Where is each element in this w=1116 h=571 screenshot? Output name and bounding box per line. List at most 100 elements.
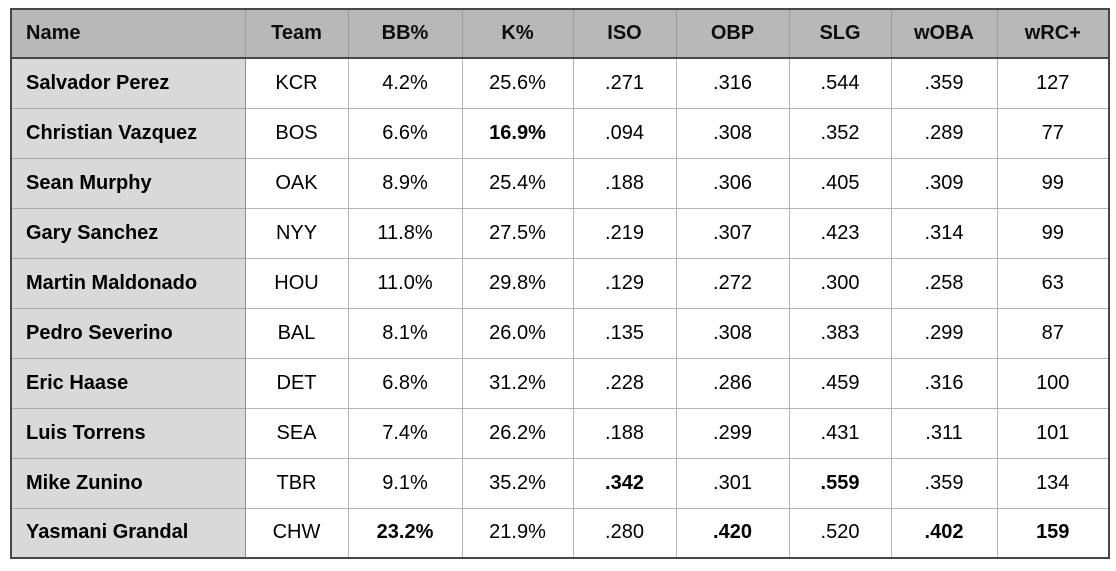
stat-cell-team[interactable]: TBR (244, 457, 348, 508)
stat-cell-bb[interactable]: 6.6% (347, 107, 462, 158)
stat-cell-wrc[interactable]: 63 (996, 257, 1109, 308)
stat-cell-obp[interactable]: .286 (675, 357, 789, 408)
stat-cell-k[interactable]: 25.4% (461, 157, 573, 208)
column-header-woba[interactable]: wOBA (890, 9, 997, 59)
stat-cell-iso[interactable]: .271 (572, 58, 676, 108)
stat-cell-team[interactable]: HOU (244, 257, 348, 308)
player-name-cell[interactable]: Sean Murphy (11, 157, 246, 208)
stat-cell-woba[interactable]: .314 (890, 207, 997, 258)
stat-cell-iso[interactable]: .188 (572, 407, 676, 458)
player-name-cell[interactable]: Salvador Perez (11, 58, 246, 108)
player-name-cell[interactable]: Martin Maldonado (11, 257, 246, 308)
table-row: Yasmani Grandal CHW 23.2% 21.9% .280.420.520… (11, 507, 1109, 558)
stat-cell-slg[interactable]: .544 (788, 58, 891, 108)
stat-cell-obp[interactable]: .308 (675, 107, 789, 158)
stat-cell-team[interactable]: BOS (244, 107, 348, 158)
player-name-cell[interactable]: Yasmani Grandal (11, 507, 246, 558)
stat-cell-woba[interactable]: .359 (890, 457, 997, 508)
stat-cell-bb[interactable]: 8.1% (347, 307, 462, 358)
stat-cell-woba[interactable]: .311 (890, 407, 997, 458)
stat-cell-iso[interactable]: .342 (572, 457, 676, 508)
stat-cell-k[interactable]: 25.6% (461, 58, 573, 108)
stat-cell-woba[interactable]: .299 (890, 307, 997, 358)
stat-cell-bb[interactable]: 11.8% (347, 207, 462, 258)
stat-cell-obp[interactable]: .308 (675, 307, 789, 358)
column-header-wrc[interactable]: wRC+ (996, 9, 1109, 59)
stat-cell-obp[interactable]: .299 (675, 407, 789, 458)
stat-cell-woba[interactable]: .289 (890, 107, 997, 158)
stat-cell-wrc[interactable]: 159 (996, 507, 1109, 558)
stat-cell-k[interactable]: 27.5% (461, 207, 573, 258)
stat-cell-iso[interactable]: .188 (572, 157, 676, 208)
stat-cell-woba[interactable]: .359 (890, 58, 997, 108)
stat-cell-obp[interactable]: .316 (675, 58, 789, 108)
stat-cell-slg[interactable]: .405 (788, 157, 891, 208)
stat-cell-obp[interactable]: .301 (675, 457, 789, 508)
stat-cell-obp[interactable]: .420 (675, 507, 789, 558)
stat-cell-k[interactable]: 35.2% (461, 457, 573, 508)
stat-cell-bb[interactable]: 9.1% (347, 457, 462, 508)
column-header-bb[interactable]: BB% (347, 9, 462, 59)
stat-cell-k[interactable]: 26.2% (461, 407, 573, 458)
stat-cell-iso[interactable]: .094 (572, 107, 676, 158)
stat-cell-team[interactable]: OAK (244, 157, 348, 208)
player-name-cell[interactable]: Eric Haase (11, 357, 246, 408)
stat-cell-k[interactable]: 16.9% (461, 107, 573, 158)
stat-cell-woba[interactable]: .402 (890, 507, 997, 558)
stat-cell-team[interactable]: NYY (244, 207, 348, 258)
stat-cell-slg[interactable]: .383 (788, 307, 891, 358)
stat-cell-slg[interactable]: .423 (788, 207, 891, 258)
column-header-iso[interactable]: ISO (572, 9, 676, 59)
stat-cell-wrc[interactable]: 77 (996, 107, 1109, 158)
stat-cell-team[interactable]: SEA (244, 407, 348, 458)
player-name-cell[interactable]: Gary Sanchez (11, 207, 246, 258)
column-header-k[interactable]: K% (461, 9, 573, 59)
stat-cell-slg[interactable]: .459 (788, 357, 891, 408)
stat-cell-woba[interactable]: .258 (890, 257, 997, 308)
stat-cell-obp[interactable]: .272 (675, 257, 789, 308)
stat-cell-woba[interactable]: .309 (890, 157, 997, 208)
stat-cell-bb[interactable]: 23.2% (347, 507, 462, 558)
stat-cell-wrc[interactable]: 99 (996, 207, 1109, 258)
column-header-obp[interactable]: OBP (675, 9, 789, 59)
stat-cell-k[interactable]: 26.0% (461, 307, 573, 358)
stat-cell-wrc[interactable]: 134 (996, 457, 1109, 508)
stat-cell-bb[interactable]: 6.8% (347, 357, 462, 408)
stat-cell-iso[interactable]: .228 (572, 357, 676, 408)
stat-cell-iso[interactable]: .280 (572, 507, 676, 558)
player-name-cell[interactable]: Christian Vazquez (11, 107, 246, 158)
stat-cell-iso[interactable]: .135 (572, 307, 676, 358)
stat-cell-bb[interactable]: 8.9% (347, 157, 462, 208)
stat-cell-slg[interactable]: .559 (788, 457, 891, 508)
stat-cell-wrc[interactable]: 101 (996, 407, 1109, 458)
stat-cell-k[interactable]: 21.9% (461, 507, 573, 558)
stat-cell-slg[interactable]: .431 (788, 407, 891, 458)
column-header-team[interactable]: Team (244, 9, 348, 59)
stat-cell-wrc[interactable]: 87 (996, 307, 1109, 358)
stat-cell-team[interactable]: CHW (244, 507, 348, 558)
stat-cell-obp[interactable]: .307 (675, 207, 789, 258)
stat-cell-bb[interactable]: 11.0% (347, 257, 462, 308)
player-name-cell[interactable]: Pedro Severino (11, 307, 246, 358)
stat-cell-wrc[interactable]: 127 (996, 58, 1109, 108)
stat-cell-team[interactable]: KCR (244, 58, 348, 108)
stat-cell-slg[interactable]: .520 (788, 507, 891, 558)
stat-cell-iso[interactable]: .129 (572, 257, 676, 308)
stat-cell-woba[interactable]: .316 (890, 357, 997, 408)
stat-cell-slg[interactable]: .300 (788, 257, 891, 308)
stat-cell-obp[interactable]: .306 (675, 157, 789, 208)
stat-cell-bb[interactable]: 7.4% (347, 407, 462, 458)
column-header-name[interactable]: Name (11, 9, 245, 59)
stat-cell-iso[interactable]: .219 (572, 207, 676, 258)
stat-cell-wrc[interactable]: 100 (996, 357, 1109, 408)
stat-cell-wrc[interactable]: 99 (996, 157, 1109, 208)
stat-cell-bb[interactable]: 4.2% (347, 58, 462, 108)
stat-cell-team[interactable]: DET (244, 357, 348, 408)
stat-cell-team[interactable]: BAL (244, 307, 348, 358)
column-header-slg[interactable]: SLG (788, 9, 891, 59)
stat-cell-k[interactable]: 29.8% (461, 257, 573, 308)
stat-cell-k[interactable]: 31.2% (461, 357, 573, 408)
player-name-cell[interactable]: Luis Torrens (11, 407, 246, 458)
stat-cell-slg[interactable]: .352 (788, 107, 891, 158)
player-name-cell[interactable]: Mike Zunino (11, 457, 246, 508)
